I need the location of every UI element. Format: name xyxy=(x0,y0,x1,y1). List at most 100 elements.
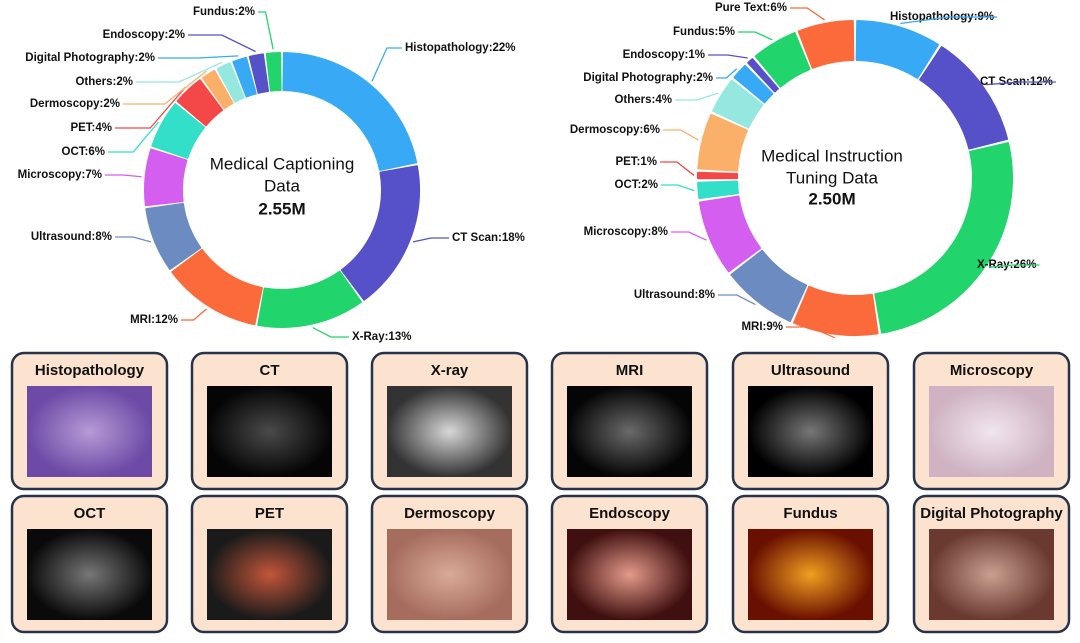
leader-line xyxy=(661,184,695,192)
donut-segment xyxy=(216,62,245,103)
leader-line xyxy=(900,16,998,25)
card-title: Digital Photography xyxy=(920,505,1063,522)
donut-segment xyxy=(151,103,206,159)
segment-label: PET:1% xyxy=(615,156,657,168)
donut-segment xyxy=(730,249,808,322)
image-card: OCT xyxy=(10,494,169,634)
card-title: Ultrasound xyxy=(771,362,850,379)
card-image xyxy=(207,386,332,477)
donut-segment xyxy=(340,165,420,301)
center-total: 2.55M xyxy=(258,199,305,218)
leader-line xyxy=(188,34,256,53)
leader-line xyxy=(105,174,142,178)
card-title: Microscopy xyxy=(950,362,1034,379)
segment-label: Microscopy:8% xyxy=(584,226,668,238)
donut-segment xyxy=(171,248,263,326)
donut-segment xyxy=(257,270,362,328)
image-card: X-ray xyxy=(370,351,529,491)
leader-line xyxy=(675,92,719,101)
card-image xyxy=(387,386,512,477)
leader-line xyxy=(108,121,159,153)
center-text: Tuning Data xyxy=(786,168,879,187)
segment-label: Fundus:2% xyxy=(193,6,255,18)
card-image xyxy=(748,529,873,620)
segment-label: OCT:2% xyxy=(615,179,658,191)
center-text: Data xyxy=(264,176,300,195)
donut-segment xyxy=(696,171,739,180)
donut-segment xyxy=(282,52,418,171)
segment-label: Ultrasound:8% xyxy=(31,231,112,243)
donut-segment xyxy=(747,58,779,93)
leader-line xyxy=(312,327,349,338)
segment-label: X-Ray:13% xyxy=(352,331,411,343)
leader-line xyxy=(786,326,835,339)
card-image xyxy=(207,529,332,620)
leader-line xyxy=(671,231,707,241)
donut-segment xyxy=(797,20,855,69)
card-image xyxy=(567,386,692,477)
donut-segment xyxy=(697,180,739,200)
leader-line xyxy=(790,7,825,21)
image-card: PET xyxy=(190,494,349,634)
leader-line xyxy=(660,161,695,176)
leader-line xyxy=(181,308,207,321)
donut-segment xyxy=(793,285,879,336)
center-text: Medical Captioning xyxy=(210,154,355,173)
segment-label: Histopathology:9% xyxy=(890,11,994,23)
segment-label: Digital Photography:2% xyxy=(25,52,155,64)
donut-segment xyxy=(698,195,762,273)
donut-segment xyxy=(248,53,270,94)
segment-label: Pure Text:6% xyxy=(715,2,787,14)
leader-line xyxy=(738,31,773,41)
segment-label: MRI:12% xyxy=(130,314,178,326)
leader-line xyxy=(708,54,748,59)
leader-line xyxy=(115,236,152,243)
card-title: CT xyxy=(260,362,280,379)
leader-line xyxy=(136,61,223,83)
card-image xyxy=(748,386,873,477)
image-card: MRI xyxy=(550,351,709,491)
segment-label: MRI:9% xyxy=(741,321,783,333)
leader-line xyxy=(986,81,1056,86)
donut-segment xyxy=(202,69,234,110)
donut-segment xyxy=(754,32,811,88)
leader-line xyxy=(412,237,449,243)
card-title: OCT xyxy=(74,505,106,522)
card-image xyxy=(929,529,1054,620)
donut-segment xyxy=(697,113,748,172)
card-image xyxy=(27,386,152,477)
image-card: Histopathology xyxy=(10,351,169,491)
segment-label: PET:4% xyxy=(70,122,112,134)
card-title: PET xyxy=(255,505,284,522)
leader-line xyxy=(371,47,402,82)
card-image xyxy=(27,529,152,620)
segment-label: Others:2% xyxy=(75,76,133,88)
segment-label: OCT:6% xyxy=(62,146,105,158)
leader-line xyxy=(716,68,738,79)
segment-label: Endoscopy:1% xyxy=(623,49,705,61)
center-text: Medical Instruction xyxy=(761,146,903,165)
segment-label: Fundus:5% xyxy=(673,26,735,38)
donut-segment xyxy=(176,79,224,127)
segment-label: Dermoscopy:6% xyxy=(570,124,660,136)
image-card: Endoscopy xyxy=(550,494,709,634)
donut-segment xyxy=(712,79,764,129)
card-title: MRI xyxy=(616,362,644,379)
card-title: Dermoscopy xyxy=(404,505,496,522)
donut-segment xyxy=(265,52,282,92)
center-total: 2.50M xyxy=(808,189,855,208)
card-title: Fundus xyxy=(783,505,837,522)
segment-label: CT Scan:18% xyxy=(452,232,525,244)
donut-segment xyxy=(145,202,202,270)
donut-segment xyxy=(144,148,188,207)
card-image xyxy=(387,529,512,620)
card-title: Histopathology xyxy=(35,362,145,379)
card-image xyxy=(567,529,692,620)
leader-line xyxy=(663,129,699,141)
image-card: Ultrasound xyxy=(731,351,890,491)
card-title: Endoscopy xyxy=(589,505,671,522)
segment-label: Dermoscopy:2% xyxy=(30,98,120,110)
image-card: Dermoscopy xyxy=(370,494,529,634)
segment-label: Ultrasound:8% xyxy=(634,289,715,301)
image-card: Microscopy xyxy=(912,351,1071,491)
